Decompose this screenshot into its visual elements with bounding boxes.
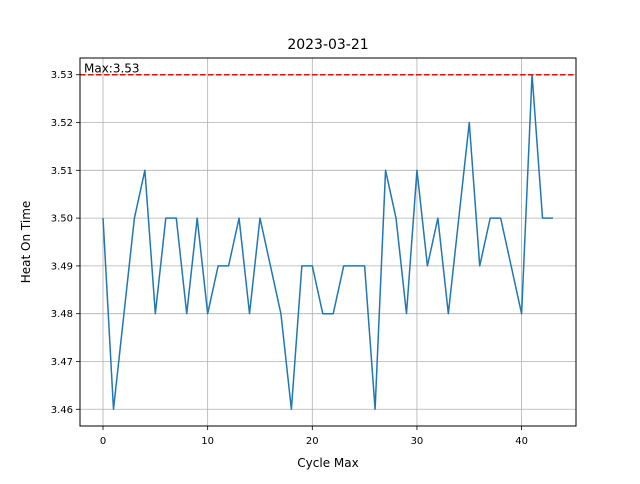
y-axis-ticks: 3.46 3.47 3.48 3.49 3.50 3.51 3.52 3.53 — [51, 70, 80, 416]
y-tick-label: 3.49 — [51, 261, 73, 272]
series-line — [102, 73, 553, 411]
x-tick-label: 30 — [411, 436, 424, 447]
x-tick-label: 20 — [306, 436, 319, 447]
x-axis-label: Cycle Max — [297, 456, 358, 470]
y-axis-label: Heat On Time — [19, 201, 33, 284]
y-tick-label: 3.46 — [51, 405, 73, 416]
y-tick-label: 3.51 — [51, 166, 73, 177]
y-tick-label: 3.52 — [51, 118, 73, 129]
x-tick-label: 40 — [515, 436, 528, 447]
y-tick-label: 3.50 — [51, 214, 73, 225]
y-tick-label: 3.48 — [51, 309, 73, 320]
x-axis-ticks: 0 10 20 30 40 — [100, 426, 528, 447]
y-tick-label: 3.53 — [51, 70, 73, 81]
max-annotation: Max:3.53 — [84, 62, 140, 76]
data-series — [102, 73, 553, 411]
chart-title: 2023-03-21 — [287, 37, 368, 53]
x-tick-label: 0 — [100, 436, 106, 447]
plot-frame — [79, 57, 577, 427]
plot-area — [80, 58, 576, 426]
x-tick-label: 10 — [201, 436, 214, 447]
y-tick-label: 3.47 — [51, 357, 73, 368]
